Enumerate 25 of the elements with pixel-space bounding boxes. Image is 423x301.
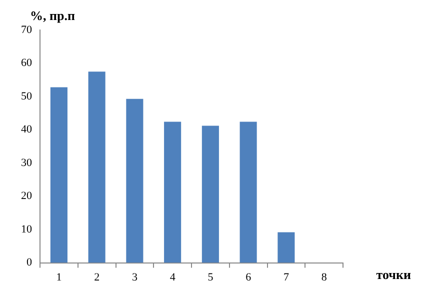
y-axis-title: %, пр.п [30,8,75,24]
bar [164,122,182,263]
x-tick-label: 4 [170,271,176,284]
bar [50,87,68,263]
y-tick-label: 60 [21,57,32,70]
x-tick-label: 3 [132,271,138,284]
bar [202,126,219,263]
y-tick-label: 50 [21,90,32,102]
bar [240,122,257,263]
x-tick-label: 8 [321,271,328,284]
y-tick-label: 30 [21,156,32,169]
y-tick-label: 40 [21,124,32,136]
x-tick-label: 1 [56,271,62,284]
bar [88,72,106,263]
x-tick-label: 6 [246,271,252,284]
y-tick-label: 70 [21,24,32,36]
x-axis-title: точки [376,267,411,283]
x-tick-label: 5 [208,271,214,284]
bar [278,232,295,263]
y-tick-label: 0 [26,256,32,269]
y-tick-label: 20 [21,190,32,202]
y-tick-label: 10 [21,223,32,236]
x-tick-label: 7 [283,271,290,284]
bar [126,98,144,263]
x-tick-label: 2 [94,271,100,284]
